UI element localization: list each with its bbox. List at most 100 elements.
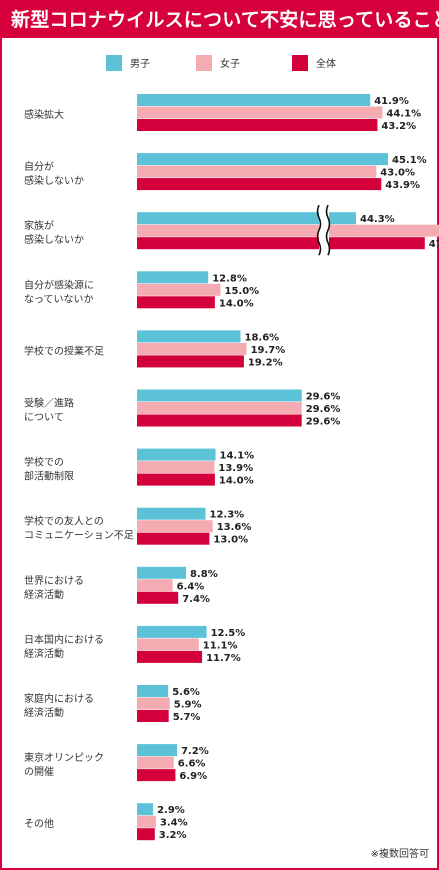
- bar: [137, 389, 302, 402]
- category-label: 感染しないか: [24, 233, 84, 246]
- category-label: 経済活動: [24, 647, 64, 660]
- bar: [137, 756, 174, 769]
- bar: [137, 212, 356, 225]
- data-label: 45.1%: [392, 155, 427, 166]
- data-label: 7.2%: [181, 746, 209, 757]
- legend-swatch: [196, 55, 212, 71]
- data-label: 19.2%: [248, 357, 283, 368]
- bar: [137, 448, 216, 461]
- data-label: 6.4%: [177, 581, 205, 592]
- bar: [137, 828, 155, 841]
- data-label: 19.7%: [251, 345, 286, 356]
- bar: [137, 414, 302, 427]
- data-label: 13.6%: [217, 522, 252, 533]
- category-label: 学校での授業不足: [24, 344, 104, 357]
- title-bar: 新型コロナウイルスについて不安に思っていること: [2, 2, 439, 38]
- category-label: 日本国内における: [24, 633, 104, 646]
- data-label: 3.2%: [159, 830, 187, 841]
- bar: [137, 532, 210, 545]
- axis-break-gap: [319, 205, 329, 256]
- footnote: ※複数回答可: [370, 849, 429, 860]
- bar: [137, 710, 169, 722]
- bar: [137, 769, 176, 782]
- bar: [137, 566, 186, 579]
- axis-break-line: [325, 204, 331, 256]
- bar: [137, 697, 170, 710]
- data-label: 29.6%: [306, 404, 341, 415]
- category-label: の開催: [24, 765, 54, 778]
- data-label: 47.5%: [429, 239, 439, 250]
- data-label: 14.0%: [219, 298, 254, 309]
- category-label: 家庭内における: [24, 692, 94, 705]
- data-label: 29.6%: [306, 417, 341, 428]
- legend-label: 男子: [130, 58, 150, 70]
- bar: [137, 507, 206, 520]
- data-label: 12.5%: [211, 628, 246, 639]
- bar: [137, 520, 213, 533]
- category-label: なっていないか: [24, 293, 94, 305]
- axis-break-line: [316, 204, 322, 256]
- bar: [137, 591, 179, 604]
- data-label: 29.6%: [306, 392, 341, 403]
- bar: [137, 153, 388, 166]
- data-label: 43.9%: [385, 180, 420, 191]
- data-label: 5.9%: [174, 700, 202, 711]
- bar: [137, 461, 215, 474]
- category-label: 経済活動: [24, 588, 64, 601]
- category-label: 部活動制限: [24, 470, 74, 483]
- data-label: 12.8%: [212, 273, 247, 284]
- bar: [137, 283, 221, 296]
- bar: [137, 237, 425, 250]
- data-label: 8.8%: [190, 569, 218, 580]
- legend-swatch: [292, 55, 308, 71]
- data-label: 44.3%: [360, 214, 395, 225]
- bar: [137, 224, 439, 237]
- data-label: 3.4%: [160, 818, 188, 829]
- bar: [137, 165, 377, 178]
- category-label: 東京オリンピック: [24, 751, 104, 764]
- data-label: 13.9%: [218, 463, 253, 474]
- bar: [137, 296, 215, 309]
- bar: [137, 106, 383, 119]
- category-label: 学校での: [24, 456, 64, 469]
- data-label: 6.9%: [179, 771, 207, 782]
- bar: [137, 650, 203, 663]
- category-label: その他: [24, 817, 54, 830]
- category-label: 感染拡大: [24, 108, 64, 121]
- data-label: 7.4%: [182, 594, 210, 605]
- bar: [137, 119, 378, 131]
- data-label: 43.0%: [380, 168, 415, 179]
- bar: [137, 330, 241, 343]
- data-label: 2.9%: [157, 805, 185, 816]
- bar: [137, 402, 302, 414]
- bar: [137, 638, 199, 651]
- data-label: 44.1%: [386, 109, 421, 120]
- data-label: 11.7%: [206, 653, 241, 664]
- bar: [137, 355, 244, 368]
- bar: [137, 625, 207, 638]
- bar: [137, 178, 382, 191]
- category-label: 家族が: [24, 219, 54, 232]
- category-label: 感染しないか: [24, 174, 84, 187]
- bar: [137, 579, 173, 592]
- category-label: 受験／進路: [24, 397, 74, 410]
- data-label: 14.0%: [219, 476, 254, 487]
- data-label: 15.0%: [225, 286, 260, 297]
- legend-label: 女子: [220, 57, 240, 70]
- category-label: 自分が感染源に: [24, 278, 94, 291]
- data-label: 43.2%: [381, 121, 416, 132]
- data-label: 18.6%: [245, 332, 280, 343]
- bar: [137, 685, 169, 697]
- data-label: 13.0%: [213, 535, 248, 546]
- category-label: 世界における: [24, 575, 84, 587]
- category-label: 学校での友人との: [24, 515, 104, 528]
- data-label: 5.6%: [172, 687, 200, 698]
- legend-label: 全体: [316, 57, 336, 70]
- bar: [137, 94, 371, 106]
- data-label: 11.1%: [203, 640, 238, 651]
- category-label: 経済活動: [24, 706, 64, 719]
- data-label: 5.7%: [173, 712, 201, 723]
- category-label: コミュニケーション不足: [24, 530, 134, 542]
